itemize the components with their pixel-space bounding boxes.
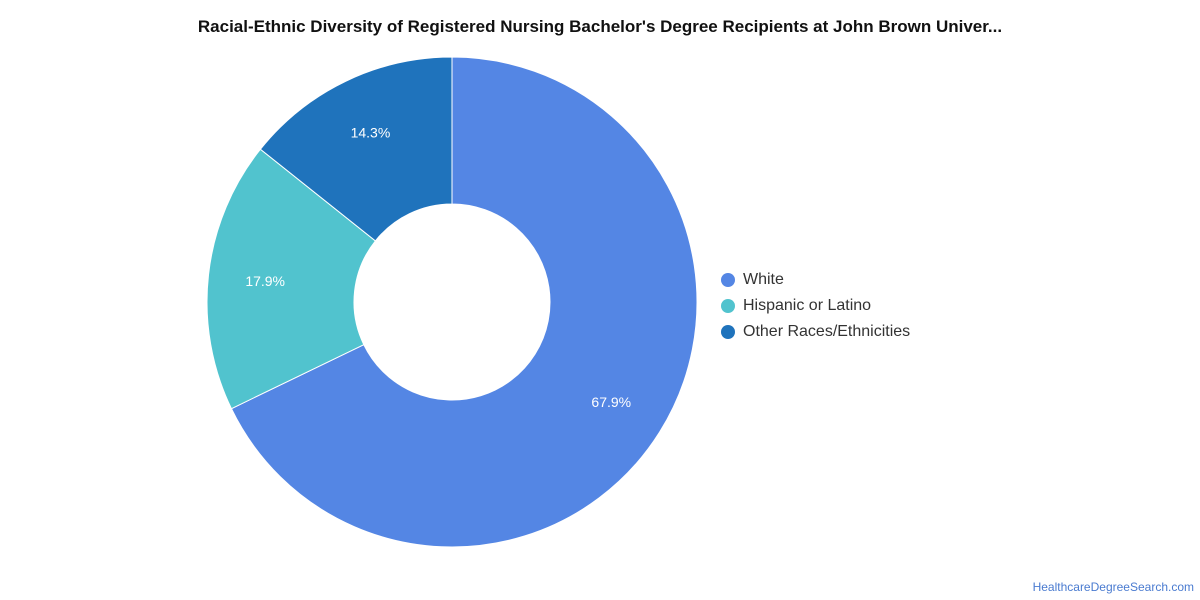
chart-title: Racial-Ethnic Diversity of Registered Nu… <box>197 17 1003 36</box>
donut-slice-hispanic-or-latino[interactable] <box>206 148 377 410</box>
slice-value-label: 17.9% <box>245 273 285 289</box>
slice-value-label: 67.9% <box>591 394 631 410</box>
donut-slice-other-races-ethnicities[interactable] <box>259 56 453 242</box>
legend-label: Other Races/Ethnicities <box>743 323 911 340</box>
legend-swatch <box>721 299 735 313</box>
chart-legend: White Hispanic or Latino Other Races/Ethni… <box>721 267 910 345</box>
legend-label: Hispanic or Latino <box>743 297 872 314</box>
legend-item[interactable]: White <box>721 267 910 293</box>
legend-item[interactable]: Other Races/Ethnicities <box>721 319 910 345</box>
legend-item[interactable]: Hispanic or Latino <box>721 293 910 319</box>
source-credit[interactable]: HealthcareDegreeSearch.com <box>1032 580 1194 594</box>
legend-swatch <box>721 273 735 287</box>
donut-slice-white[interactable] <box>230 56 698 548</box>
slice-value-label: 14.3% <box>351 125 391 141</box>
legend-label: White <box>743 271 784 288</box>
legend-swatch <box>721 325 735 339</box>
